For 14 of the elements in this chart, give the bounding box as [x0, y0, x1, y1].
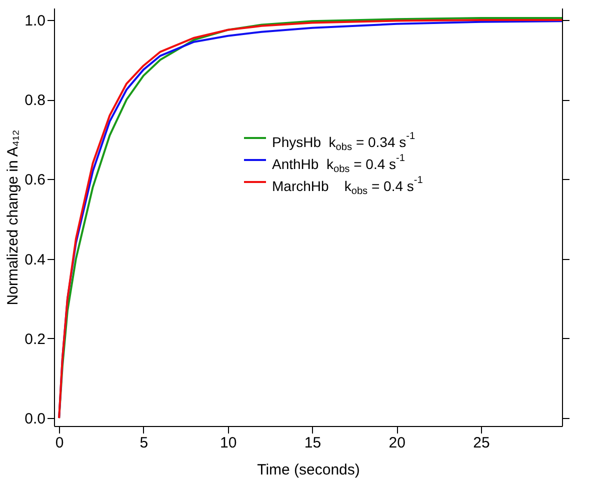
x-axis-title: Time (seconds): [257, 462, 360, 478]
x-tick-label: 25: [473, 434, 490, 452]
y-axis-title: Normalized change in A₄₁₂: [4, 130, 22, 306]
y-tick-label: 0.8: [24, 92, 46, 110]
y-tick-label: 0.0: [24, 410, 46, 428]
y-tick-label: 1.0: [24, 12, 46, 30]
y-tick-label: 0.4: [24, 251, 46, 268]
y-tick-label: 0.6: [24, 172, 46, 189]
y-tick-label: 0.2: [24, 330, 46, 348]
x-tick-label: 10: [220, 434, 237, 452]
x-tick-label: 20: [388, 434, 406, 452]
x-tick-label: 15: [304, 434, 322, 452]
x-tick-label: 5: [140, 434, 148, 452]
x-tick-label: 0: [55, 434, 64, 452]
